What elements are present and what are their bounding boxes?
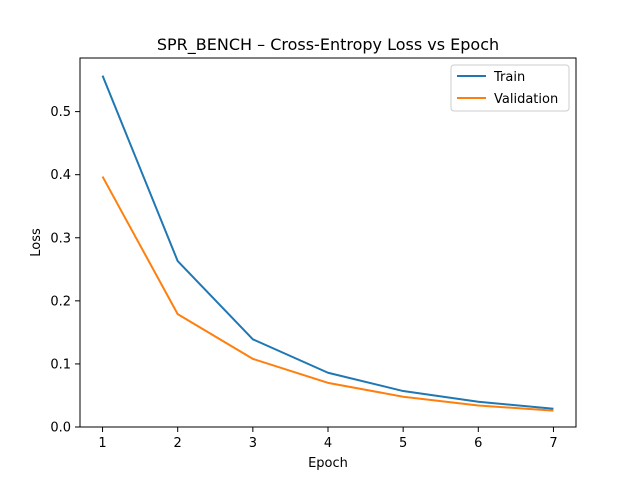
chart-title: SPR_BENCH – Cross-Entropy Loss vs Epoch bbox=[157, 35, 499, 55]
y-tick-label: 0.5 bbox=[50, 105, 71, 120]
legend-label-validation: Validation bbox=[494, 92, 558, 107]
y-tick-label: 0.0 bbox=[50, 421, 71, 436]
x-tick-label: 4 bbox=[324, 436, 332, 451]
x-tick-label: 7 bbox=[549, 436, 557, 451]
y-tick-label: 0.2 bbox=[50, 294, 71, 309]
axes-frame bbox=[79, 57, 577, 428]
x-axis-label: Epoch bbox=[308, 456, 348, 471]
x-tick-label: 6 bbox=[474, 436, 482, 451]
y-tick-label: 0.3 bbox=[50, 231, 71, 246]
y-tick-label: 0.1 bbox=[50, 357, 71, 372]
axis-ticks: 1 2 3 4 5 6 7 0.0 0.1 0.2 0.3 0.4 0.5 bbox=[50, 105, 557, 451]
x-tick-label: 1 bbox=[98, 436, 106, 451]
x-tick-label: 3 bbox=[249, 436, 257, 451]
y-axis-label: Loss bbox=[29, 228, 44, 257]
x-tick-label: 2 bbox=[174, 436, 182, 451]
series-line-train bbox=[101, 75, 554, 410]
plot-area bbox=[101, 75, 554, 412]
series-line-validation bbox=[101, 176, 554, 412]
x-tick-label: 5 bbox=[399, 436, 407, 451]
legend-label-train: Train bbox=[493, 70, 525, 85]
legend: Train Validation bbox=[450, 64, 570, 112]
y-tick-label: 0.4 bbox=[50, 168, 71, 183]
